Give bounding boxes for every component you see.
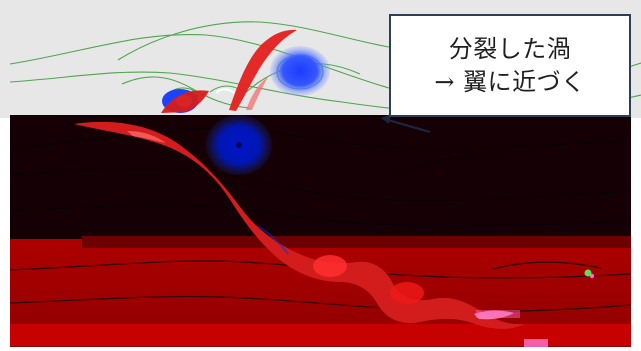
dark-overlay — [10, 115, 631, 241]
bottom-red-block — [10, 324, 631, 346]
callout-line-1: 分裂した渦 — [448, 35, 572, 64]
callout-line-2: → 翼に近づく — [434, 67, 586, 96]
lower-red-block — [82, 236, 631, 248]
lower-vortices — [74, 115, 595, 347]
upper-vortices — [161, 29, 330, 113]
annotation-callout: 分裂した渦 → 翼に近づく — [389, 14, 631, 117]
callout-arrow — [381, 114, 431, 134]
